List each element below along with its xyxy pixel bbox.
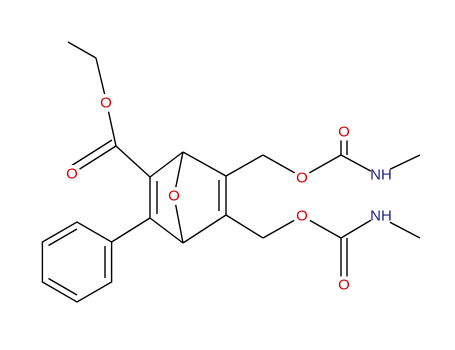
atom-label: O [338,277,350,294]
atom-label: O [100,95,112,112]
atom-label: NH [370,167,392,184]
atom-label: O [168,188,180,205]
atom-label: NH [370,208,392,225]
atom-label: O [338,124,350,141]
atom-label: O [296,170,308,187]
bonds [41,41,421,303]
label-backgrounds [63,94,392,294]
atom-label: O [66,166,78,183]
atom-label: O [296,208,308,225]
